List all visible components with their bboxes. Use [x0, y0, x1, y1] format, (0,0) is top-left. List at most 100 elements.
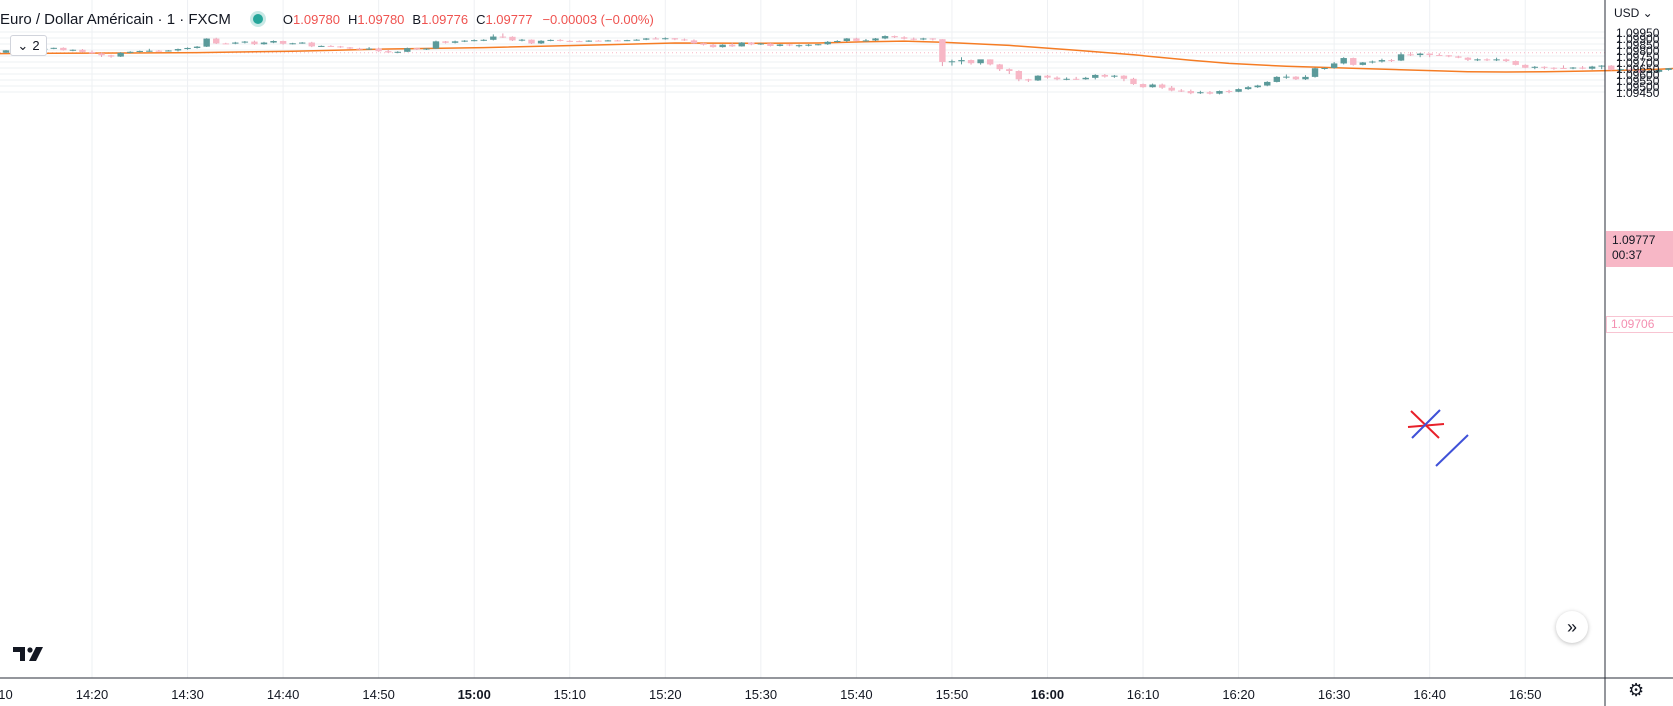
candle — [1474, 58, 1481, 62]
candle-body — [385, 51, 392, 53]
candle-body — [1178, 90, 1185, 92]
candle-body — [1407, 54, 1414, 56]
y-tick-label: 1.09750 — [1616, 50, 1660, 64]
candle — [776, 44, 784, 47]
candle — [1550, 67, 1558, 70]
candle — [547, 39, 554, 42]
ohlc-readout: O1.09780 H1.09780 B1.09776 C1.09777 −0.0… — [283, 12, 654, 27]
candle-body — [1455, 56, 1462, 58]
candle — [642, 38, 650, 41]
candle — [2, 50, 10, 53]
candle-body — [1244, 87, 1252, 90]
candle — [385, 50, 392, 53]
candle-body — [107, 55, 115, 57]
candle — [423, 48, 430, 50]
blue-line-annotation-lower[interactable] — [1435, 434, 1469, 467]
candle-body — [451, 41, 459, 43]
candle-body — [50, 47, 57, 49]
candle-body — [1292, 76, 1300, 80]
symbol-title[interactable]: Euro / Dollar Américain · 1 · FXCM — [0, 10, 231, 28]
candle — [1397, 52, 1405, 62]
blue-line-annotation-upper[interactable] — [1411, 409, 1441, 439]
candle — [413, 47, 421, 50]
candle — [986, 59, 994, 66]
candle-body — [1283, 76, 1290, 78]
candle-body — [900, 37, 908, 39]
candle — [136, 50, 143, 53]
bid-price-tag: 1.09706 — [1606, 316, 1673, 333]
candle-body — [279, 41, 287, 44]
candle-body — [251, 41, 258, 45]
candle-body — [184, 47, 191, 50]
candle-body — [1369, 61, 1376, 63]
candle — [1235, 88, 1242, 93]
candle — [1264, 81, 1271, 87]
candle-body — [537, 40, 545, 44]
candle — [1025, 78, 1032, 82]
y-tick-label: 1.09550 — [1616, 74, 1660, 88]
candle-body — [146, 50, 153, 52]
candle-body — [843, 38, 851, 41]
tradingview-logo[interactable] — [13, 645, 49, 668]
candle-body — [1608, 65, 1615, 70]
candle — [107, 54, 115, 58]
candle-body — [423, 48, 430, 50]
candle-body — [881, 36, 889, 39]
candle-body — [490, 36, 497, 40]
candle — [1588, 65, 1596, 70]
candle — [98, 52, 105, 57]
indicator-count: 2 — [32, 38, 40, 53]
candle — [1130, 77, 1137, 85]
candle-body — [862, 40, 870, 42]
candle — [1311, 67, 1319, 78]
x-tick-label: 15:50 — [936, 687, 969, 702]
candle-body — [556, 39, 564, 41]
candle-body — [1225, 91, 1233, 93]
gear-icon[interactable]: ⚙ — [1628, 680, 1645, 700]
candle-body — [1330, 63, 1338, 68]
candle — [509, 36, 516, 41]
candle-body — [193, 46, 201, 48]
candle-body — [499, 36, 507, 38]
candle — [499, 33, 507, 38]
candle — [1569, 67, 1577, 70]
double-chevron-right-icon: » — [1566, 616, 1577, 637]
indicators-collapse-button[interactable]: ⌄ 2 — [10, 35, 47, 56]
candle-body — [1560, 68, 1567, 69]
candle-body — [1579, 67, 1586, 69]
candle — [1225, 89, 1233, 94]
candle-body — [996, 64, 1003, 70]
x-tick-label: 16:40 — [1413, 687, 1446, 702]
candle — [480, 39, 487, 42]
candle-body — [117, 52, 124, 57]
candle-body — [88, 51, 96, 54]
low-value: 1.09776 — [421, 11, 469, 27]
candle-body — [709, 44, 717, 48]
candle-body — [1273, 76, 1281, 82]
y-tick-label: 1.09850 — [1616, 38, 1660, 52]
candle-body — [1139, 84, 1147, 88]
candle-body — [910, 38, 917, 40]
x-tick-label: 14:20 — [76, 687, 109, 702]
candle-body — [1264, 81, 1271, 86]
y-tick-label: 1.09500 — [1616, 80, 1660, 94]
tradingview-logo-icon — [13, 647, 43, 661]
candle-body — [728, 44, 736, 47]
candle-body — [681, 39, 688, 41]
candle-body — [1063, 78, 1070, 80]
candle — [260, 41, 268, 45]
currency-selector[interactable]: USD ⌄ — [1614, 6, 1653, 20]
candle-body — [1646, 71, 1653, 73]
candle — [518, 38, 526, 42]
close-value: 1.09777 — [485, 11, 533, 27]
candle — [824, 41, 831, 45]
scroll-to-realtime-button[interactable]: » — [1556, 611, 1588, 643]
candle-body — [1311, 68, 1319, 77]
candle-body — [1531, 66, 1538, 68]
candle-body — [241, 41, 249, 43]
candle-body — [165, 50, 172, 52]
candles-layer — [2, 33, 1672, 95]
candle — [165, 50, 172, 52]
